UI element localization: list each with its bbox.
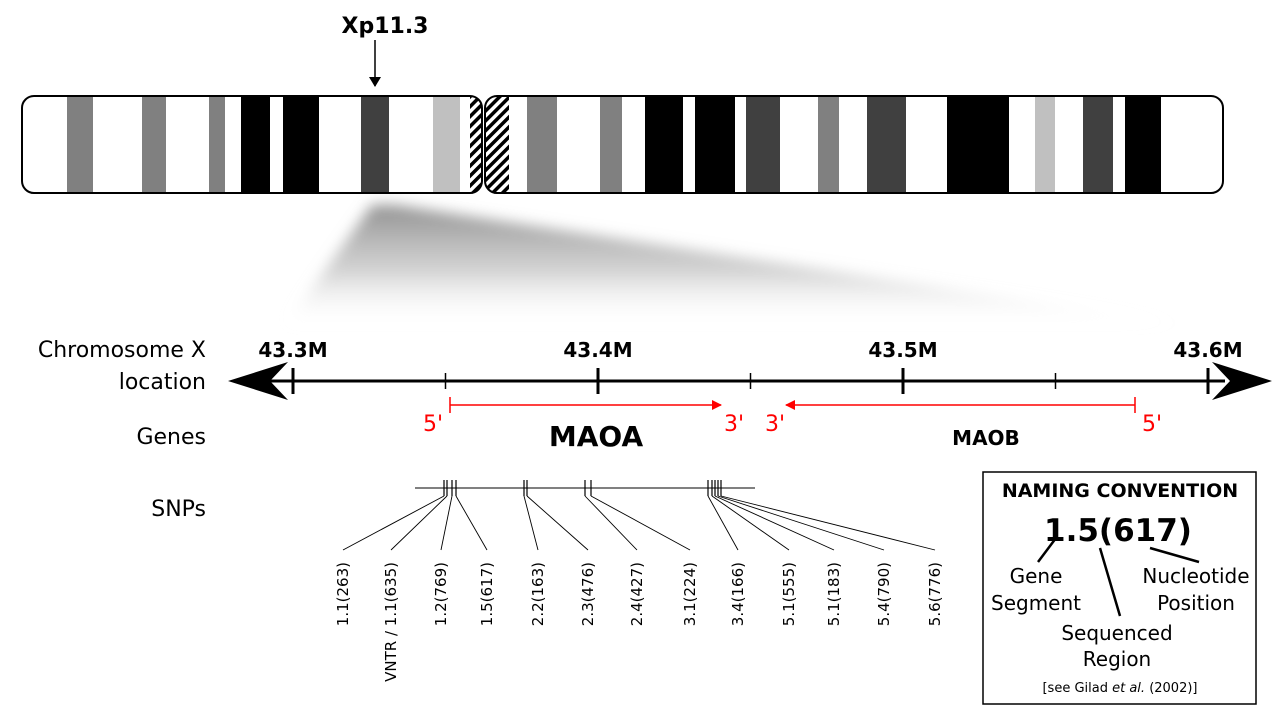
snp-leader-line [720,495,936,551]
snp-label: 2.2(163) [529,562,547,626]
snp-label: 3.4(166) [729,562,747,626]
axis-right-arrowhead [1212,362,1272,400]
naming-example: 1.5(617) [1044,513,1192,549]
snp-markers: 1.1(263) VNTR / 1.1(635) 1.2(769) 1.5(617) 2… [334,480,944,682]
chromosome-q-outline [484,95,1224,194]
snp-leader-line [707,495,739,551]
naming-convention-title: NAMING CONVENTION [1002,480,1238,502]
maoa-3prime-label: 3' [724,412,744,437]
snp-leader-line [342,495,445,551]
centromere-hatch-p [470,96,482,193]
snp-leader-line [584,495,638,551]
maob-3prime-label: 3' [765,412,785,437]
naming-pointer-gene [1037,537,1057,563]
snp-leader-line [440,495,453,551]
naming-convention-frame [982,471,1257,705]
chromosome-band [818,96,839,193]
centromere-hatch-q [485,96,509,193]
chromosome-band [67,96,93,193]
snp-label: 5.1(555) [780,562,798,626]
snp-label: 1.2(769) [432,562,450,626]
naming-pointer-position [1149,546,1200,564]
naming-part-gene-line1: Gene [1010,564,1063,588]
location-label-line2: location [119,370,206,395]
snp-label: 5.6(776) [926,562,944,626]
chromosome-band [361,96,389,193]
chromosome-band [433,96,460,193]
chromosome-band [867,96,906,193]
chromosome-band [1083,96,1113,193]
chromosome-band [283,96,319,193]
naming-part-position-line2: Position [1157,591,1235,615]
chromosome-q-arm [485,96,1223,193]
chromosome-band [695,96,735,193]
naming-part-position-line1: Nucleotide [1142,564,1249,588]
axis-tick-label: 43.4M [563,338,632,362]
chromosome-band [645,96,683,193]
axis-tick-label: 43.6M [1173,338,1242,362]
axis-tick-label: 43.3M [258,338,327,362]
snp-label: 5.4(790) [875,562,893,626]
snp-label: 1.1(263) [334,562,352,626]
snp-leader-line [455,495,488,551]
band-label: Xp11.3 [342,14,429,39]
snp-label: 2.4(427) [628,562,646,626]
maoa-5prime-label: 5' [423,412,443,437]
axis-tick-label: 43.5M [868,338,937,362]
maob-gene-name: MAOB [952,426,1020,450]
naming-convention-box: NAMING CONVENTION 1.5(617) Gene Segment … [982,471,1257,705]
snp-leader-line [717,495,885,551]
maoa-gene: 5' 3' MAOA [423,397,744,453]
snp-leader-line [390,495,448,551]
chromosome-band [527,96,557,193]
chromosome-band [600,96,622,193]
snp-leader-line [714,495,835,551]
snps-row-label: SNPs [151,497,206,522]
axis-left-arrowhead [228,362,288,400]
snp-leader-line [711,495,790,551]
chromosome-p-arm [22,96,482,193]
maob-gene: 3' 5' MAOB [765,397,1162,450]
chromosome-band [1125,96,1161,193]
snp-label: 1.5(617) [478,562,496,626]
snp-leader-line [590,495,691,551]
location-axis: 43.3M 43.4M 43.5M 43.6M [228,338,1272,400]
chromosome-band [142,96,166,193]
chromosome-band [746,96,780,193]
naming-part-region-line2: Region [1083,647,1151,671]
chromosome-p-outline [21,95,483,194]
naming-part-gene-line2: Segment [991,591,1081,615]
maoa-gene-name: MAOA [549,420,644,453]
snp-leader-line [526,495,589,551]
naming-reference: [see Gilad et al. (2002)] [1042,681,1197,696]
snp-track: 1.1(263) VNTR / 1.1(635) 1.2(769) 1.5(617) 2… [334,480,944,682]
chromosome-band [241,96,270,193]
snp-leader-line [523,495,539,551]
chromosome-x-ideogram [21,95,1224,194]
snp-label: 3.1(224) [681,562,699,626]
axis-ticks: 43.3M 43.4M 43.5M 43.6M [258,338,1243,394]
location-label-line1: Chromosome X [38,338,206,363]
snp-label: 5.1(183) [825,562,843,626]
chromosome-band [209,96,225,193]
naming-pointer-region [1098,547,1122,617]
chromosome-band [947,96,1009,193]
naming-part-region-line1: Sequenced [1061,621,1172,645]
snp-label: VNTR / 1.1(635) [382,562,400,682]
maob-5prime-label: 5' [1142,412,1162,437]
snp-label: 2.3(476) [579,562,597,626]
zoom-shadow [285,205,1190,325]
chromosome-band [1035,96,1055,193]
genes-row-label: Genes [136,425,206,450]
